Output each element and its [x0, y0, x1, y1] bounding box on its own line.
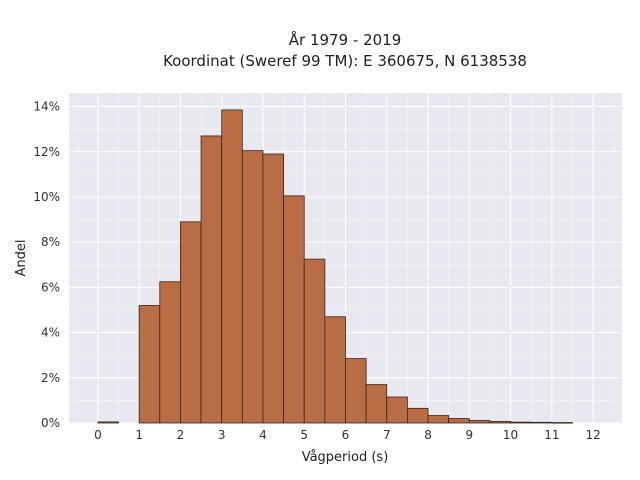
histogram-bar	[386, 396, 408, 424]
x-tick-label: 12	[585, 428, 600, 442]
x-tick-label: 2	[177, 428, 185, 442]
histogram-bar	[551, 422, 573, 424]
histogram-bar	[97, 421, 119, 424]
histogram-bar	[283, 195, 305, 424]
y-tick-label: 4%	[41, 326, 60, 340]
histogram-bar	[200, 135, 223, 424]
histogram-bar	[159, 281, 181, 424]
histogram-bar	[468, 420, 491, 424]
histogram-bar	[345, 358, 367, 424]
y-axis-label: Andel	[14, 240, 29, 277]
x-tick-label: 1	[135, 428, 143, 442]
x-tick-label: 5	[300, 428, 308, 442]
histogram-bar	[303, 258, 326, 424]
y-tick-label: 14%	[33, 100, 60, 114]
y-tick-labels: 0% 2% 4% 6% 8% 10% 12% 14%	[33, 100, 60, 430]
y-tick-label: 12%	[33, 145, 60, 159]
x-tick-label: 11	[544, 428, 559, 442]
x-tick-label: 6	[342, 428, 350, 442]
histogram-bar	[510, 421, 532, 424]
histogram-bar	[221, 109, 243, 424]
histogram-bar	[324, 316, 346, 424]
x-tick-labels: 0 1 2 3 4 5 6 7 8 9 10 11 12	[94, 428, 601, 442]
histogram-bar	[489, 421, 511, 424]
y-tick-label: 0%	[41, 416, 60, 430]
chart-subtitle: Koordinat (Sweref 99 TM): E 360675, N 61…	[163, 52, 527, 70]
histogram-bar	[427, 415, 450, 424]
x-tick-label: 3	[218, 428, 226, 442]
histogram-bar	[241, 150, 264, 424]
y-tick-label: 8%	[41, 235, 60, 249]
x-tick-label: 0	[94, 428, 102, 442]
histogram-bar	[365, 384, 388, 424]
y-tick-label: 6%	[41, 280, 60, 294]
histogram-bars	[97, 109, 573, 424]
histogram-bar	[138, 305, 161, 424]
x-tick-label: 7	[383, 428, 391, 442]
y-tick-label: 2%	[41, 371, 60, 385]
x-tick-label: 8	[424, 428, 432, 442]
x-axis-label: Vågperiod (s)	[302, 450, 389, 465]
y-tick-label: 10%	[33, 190, 60, 204]
x-tick-label: 10	[503, 428, 518, 442]
x-tick-label: 4	[259, 428, 267, 442]
histogram-bar	[448, 418, 470, 424]
chart-title: År 1979 - 2019	[289, 30, 402, 49]
histogram-bar	[407, 407, 429, 424]
histogram-bar	[530, 421, 553, 424]
histogram-bar	[180, 221, 202, 424]
x-tick-label: 9	[465, 428, 473, 442]
histogram-bar	[262, 153, 284, 424]
